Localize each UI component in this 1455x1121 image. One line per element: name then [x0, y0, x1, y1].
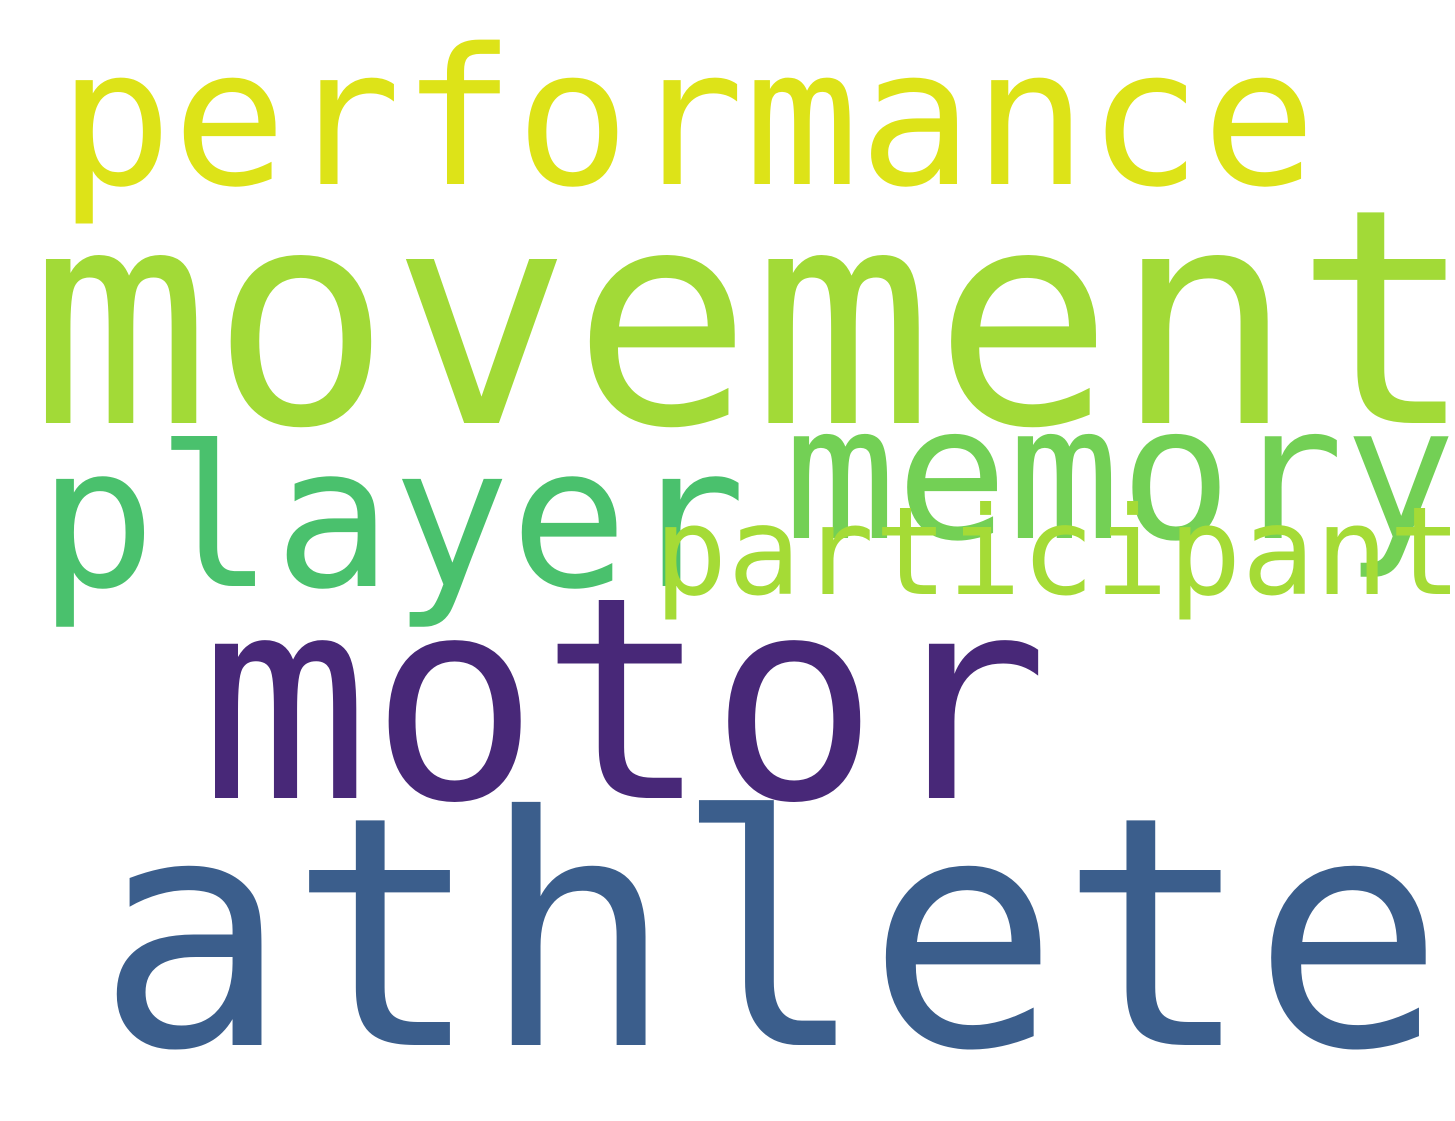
word-player: player — [38, 405, 747, 633]
word-athlete: athlete — [96, 749, 1445, 1121]
word-participant: participant — [654, 481, 1455, 623]
word-memory: memory — [784, 365, 1455, 582]
word-performance: performance — [58, 8, 1317, 229]
word-motor: motor — [200, 536, 1049, 865]
word-movement: movement — [30, 145, 1455, 494]
